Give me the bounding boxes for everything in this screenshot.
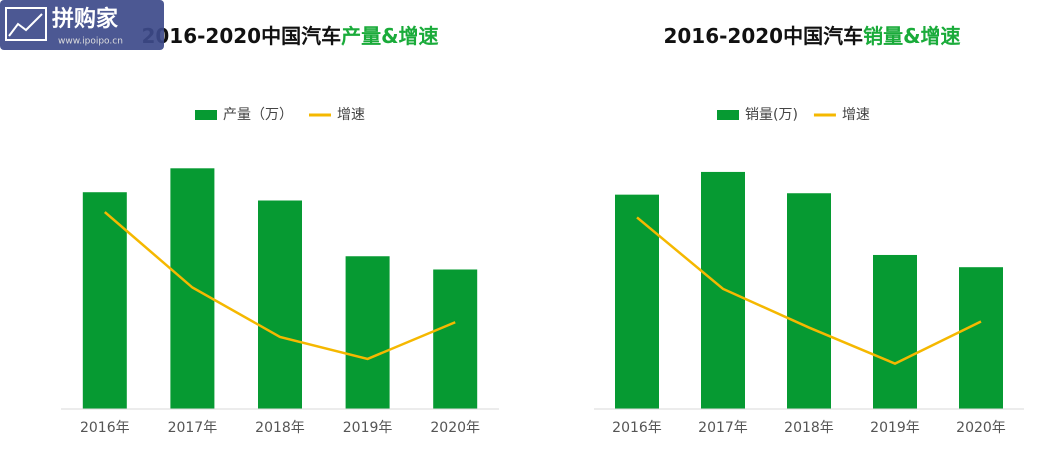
watermark-text: 拼购家: [52, 6, 119, 32]
legend-swatch: [195, 110, 217, 120]
x-tick-label: 2019年: [870, 420, 920, 436]
x-tick-label: 2017年: [168, 420, 218, 436]
x-tick-label: 2016年: [80, 420, 130, 436]
growth-line: [103, 211, 456, 361]
bar: [615, 194, 659, 409]
x-tick-label: 2020年: [956, 420, 1006, 436]
watermark-icon-line: [8, 13, 43, 37]
bar: [433, 269, 478, 409]
legend-swatch: [717, 110, 739, 120]
chart-title: 2016-2020中国汽车产量&增速: [141, 24, 438, 48]
title-highlight: 产量&增速: [341, 24, 438, 48]
legend-label: 增速: [337, 107, 365, 123]
growth-line: [636, 216, 982, 365]
legend-label: 产量（万）: [223, 107, 293, 123]
x-tick-label: 2019年: [343, 420, 393, 436]
watermark-bg: [0, 0, 164, 50]
x-tick-label: 2020年: [430, 420, 480, 436]
x-tick-label: 2017年: [698, 420, 748, 436]
bar: [345, 256, 390, 409]
bar: [258, 200, 302, 409]
watermark-url: www.ipoipo.cn: [58, 37, 123, 47]
x-tick-label: 2018年: [784, 420, 834, 436]
legend-label: 销量(万): [745, 107, 798, 123]
chart-title: 2016-2020中国汽车销量&增速: [663, 24, 960, 48]
legend-label: 增速: [842, 107, 870, 123]
bar: [787, 193, 831, 409]
x-tick-label: 2018年: [255, 420, 305, 436]
watermark-icon: [5, 7, 47, 41]
title-main: 2016-2020中国汽车: [663, 24, 863, 48]
watermark: 拼购家 www.ipoipo.cn: [0, 0, 164, 50]
x-tick-label: 2016年: [612, 420, 662, 436]
title-highlight: 销量&增速: [863, 24, 960, 48]
bar: [82, 192, 127, 409]
bar: [959, 267, 1003, 409]
bar: [701, 171, 745, 409]
bar: [873, 254, 917, 409]
title-main: 2016-2020中国汽车: [141, 24, 341, 48]
